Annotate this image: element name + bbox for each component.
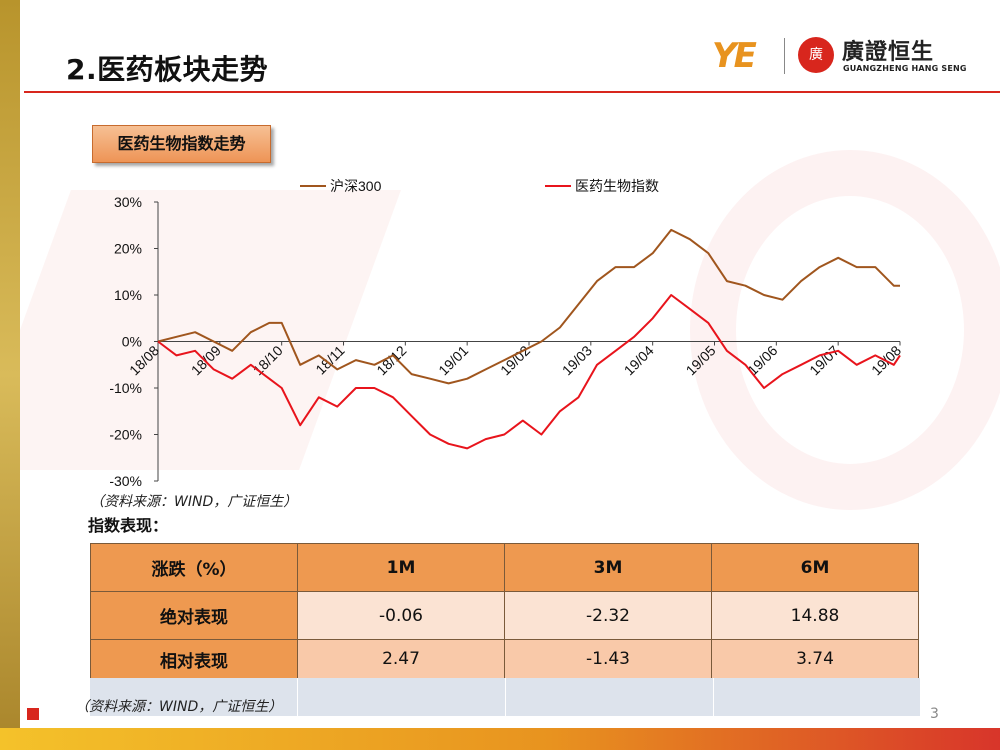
y-tick-label: -20%	[109, 427, 142, 443]
table-title: 指数表现：	[88, 516, 169, 535]
y-tick-label: -30%	[109, 473, 142, 489]
x-tick-label: 19/04	[621, 342, 657, 378]
empty-row-divider	[505, 678, 506, 716]
table-header-cell: 6M	[711, 543, 919, 592]
y-tick-label: 10%	[114, 287, 142, 303]
row-label: 绝对表现	[90, 591, 298, 640]
x-tick-label: 19/06	[744, 342, 780, 378]
x-tick-label: 19/05	[683, 342, 719, 378]
table-row: 绝对表现 -0.06 -2.32 14.88	[90, 591, 919, 640]
legend-label: 医药生物指数	[575, 178, 659, 194]
footer-red-square	[27, 708, 39, 720]
y-tick-label: -10%	[109, 380, 142, 396]
table-row: 相对表现 2.47 -1.43 3.74	[90, 639, 919, 679]
table-cell: 14.88	[711, 591, 919, 640]
line-chart: -30%-20%-10%0%10%20%30%18/08 18/09 18/10 18…	[109, 178, 904, 489]
legend-label: 沪深300	[330, 178, 382, 194]
logo-chinese-name: 廣證恒生	[842, 40, 935, 65]
company-logo: YE 廣 廣證恒生 GUANGZHENG HANG SENG	[712, 34, 972, 82]
logo-english-name: GUANGZHENG HANG SENG	[843, 64, 967, 73]
table-cell: -0.06	[297, 591, 505, 640]
table-header-cell: 涨跌（%）	[90, 543, 298, 592]
series-line-pharma	[157, 294, 901, 450]
x-tick-label: 18/11	[312, 342, 348, 378]
chart-source-note: （资料来源：WIND，广证恒生）	[90, 494, 298, 510]
table-cell: 3.74	[711, 639, 919, 679]
y-tick-label: 30%	[114, 194, 142, 210]
left-decor-bar	[0, 0, 20, 750]
chart-badge: 医药生物指数走势	[92, 125, 271, 163]
y-tick-label: 20%	[114, 241, 142, 257]
table-source-note: （资料来源：WIND，广证恒生）	[75, 699, 283, 715]
logo-seal-icon: 廣	[798, 37, 834, 73]
x-tick-label: 18/10	[250, 342, 286, 378]
row-label: 相对表现	[90, 639, 298, 679]
table-header-cell: 3M	[504, 543, 712, 592]
logo-mark: YE	[712, 36, 757, 76]
table-header-row: 涨跌（%） 1M 3M 6M	[90, 543, 919, 592]
y-tick-label: 0%	[122, 334, 142, 350]
empty-row-divider	[297, 678, 298, 716]
page-title: 2.医药板块走势	[66, 53, 269, 86]
logo-divider	[784, 38, 785, 74]
performance-table: 涨跌（%） 1M 3M 6M 绝对表现 -0.06 -2.32 14.88 相对…	[90, 543, 919, 679]
title-divider	[24, 91, 1000, 93]
bottom-decor-bar	[0, 728, 1000, 750]
table-cell: 2.47	[297, 639, 505, 679]
table-cell: -2.32	[504, 591, 712, 640]
x-tick-label: 18/12	[373, 342, 409, 378]
table-header-cell: 1M	[297, 543, 505, 592]
empty-row-divider	[713, 678, 714, 716]
x-tick-label: 19/03	[559, 342, 595, 378]
series-line-hs300	[157, 228, 900, 385]
table-cell: -1.43	[504, 639, 712, 679]
page-number: 3	[930, 706, 939, 722]
table-empty-row	[90, 678, 920, 716]
x-tick-label: 19/01	[435, 342, 471, 378]
